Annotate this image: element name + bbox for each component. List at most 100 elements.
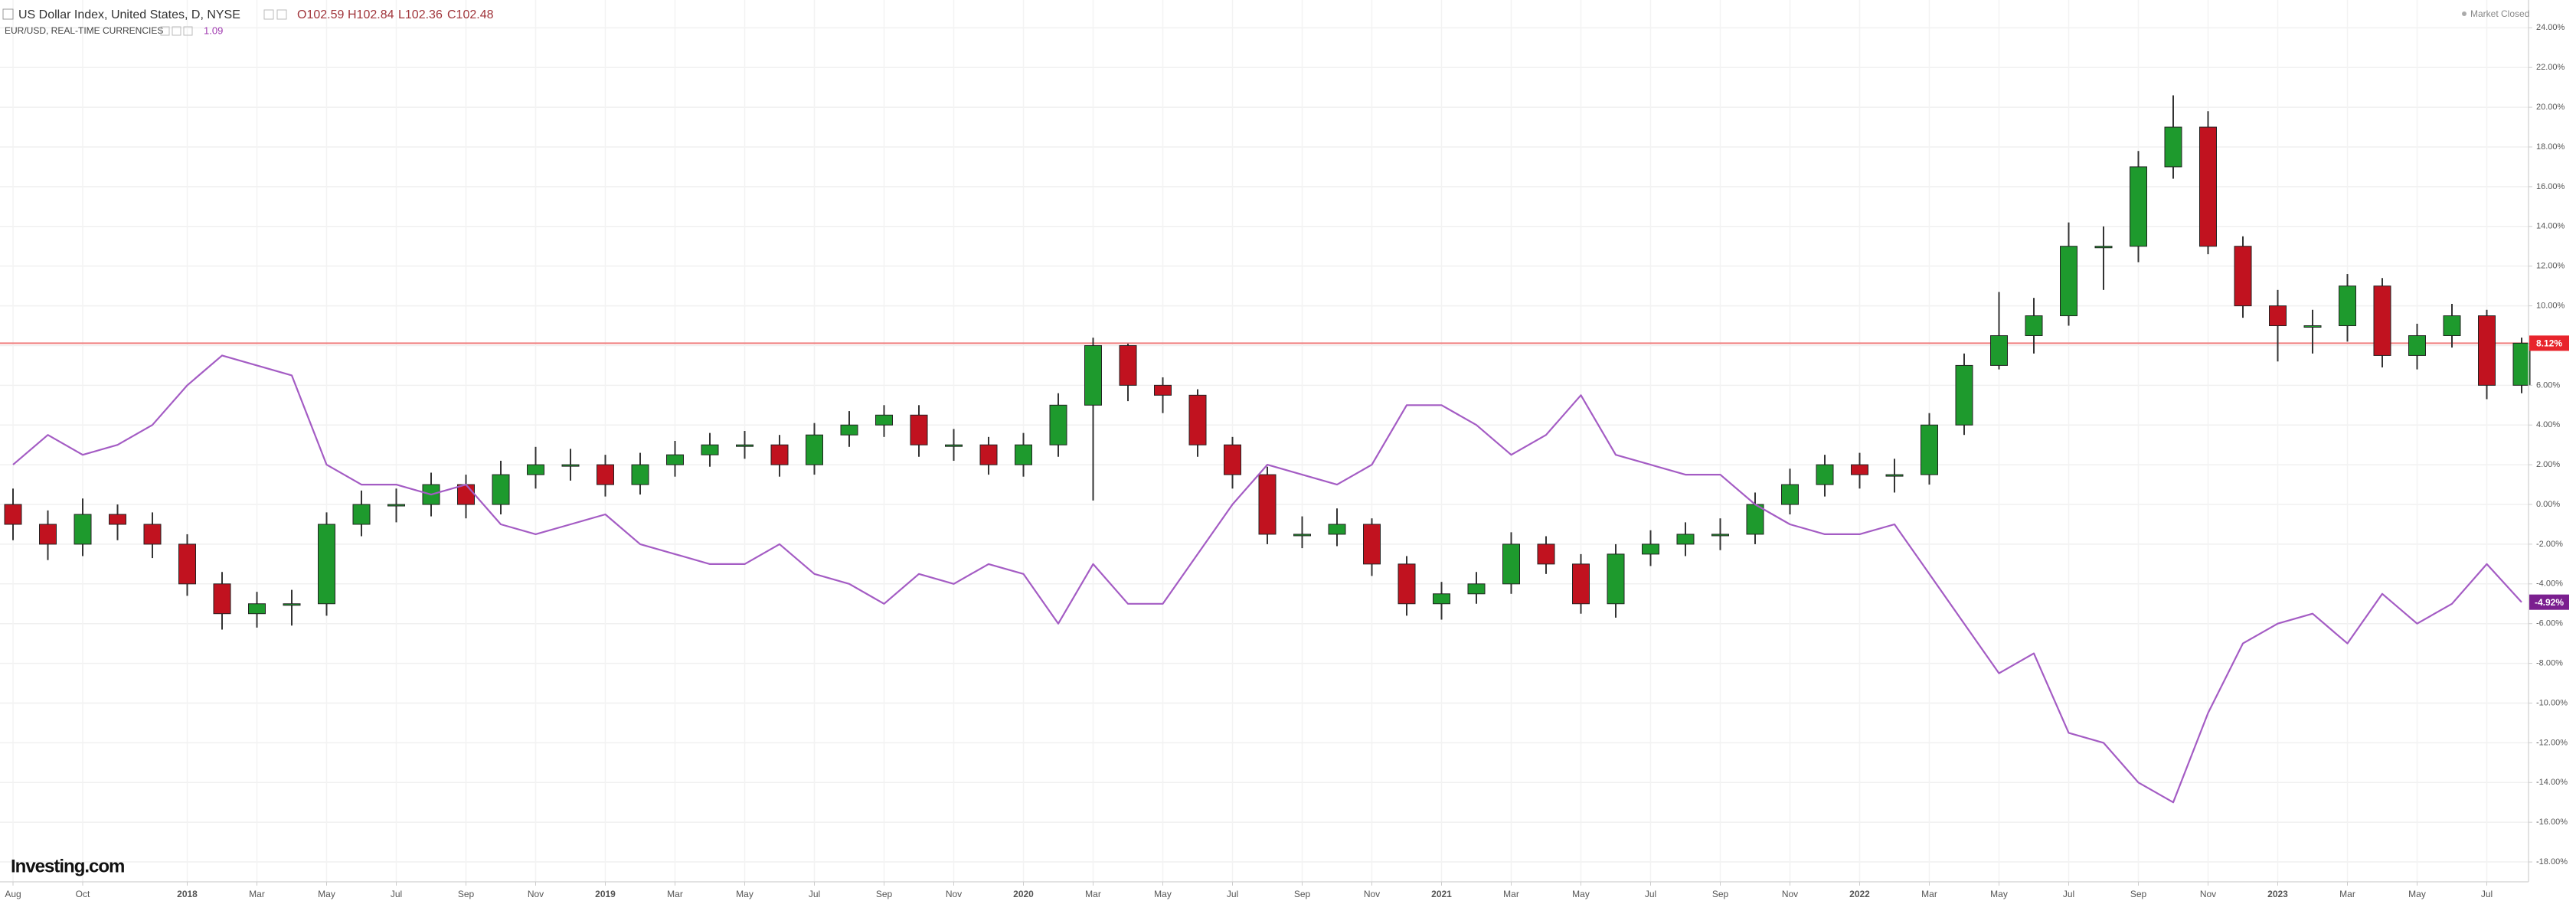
- collapse-icon[interactable]: [2, 8, 14, 20]
- candle-body: [1955, 364, 1973, 426]
- candle-body: [1363, 524, 1381, 565]
- candle-body: [979, 444, 998, 465]
- candle-body: [1398, 563, 1416, 605]
- x-tick-label: Jul: [1227, 889, 1238, 899]
- y-tick-label: -12.00%: [2536, 738, 2568, 747]
- last-value-label: 8.12%: [2536, 338, 2562, 349]
- candle-body: [1607, 553, 1625, 605]
- candle-body: [1851, 464, 1868, 475]
- low-label: L102.36: [398, 8, 443, 21]
- x-tick-label: Sep: [876, 889, 893, 899]
- x-tick-label: Jul: [2063, 889, 2074, 899]
- last-value-box: [2529, 335, 2569, 351]
- candle-body: [1258, 474, 1277, 535]
- candle-body: [1084, 344, 1102, 406]
- candle-body: [1049, 404, 1067, 445]
- y-tick-label: 4.00%: [2536, 420, 2560, 429]
- overlay-icon[interactable]: [160, 26, 170, 36]
- x-tick-label: May: [1990, 889, 2008, 899]
- y-tick-label: -10.00%: [2536, 698, 2568, 707]
- x-tick-label: Jul: [2481, 889, 2493, 899]
- candle-body: [457, 484, 475, 505]
- candle-body: [39, 524, 57, 545]
- overlay-title: EUR/USD, REAL-TIME CURRENCIES: [5, 25, 163, 36]
- last-value-label: -4.92%: [2535, 597, 2564, 608]
- y-tick-label: -8.00%: [2536, 659, 2563, 668]
- candle-body: [213, 583, 231, 615]
- candle-body: [1781, 484, 1799, 505]
- candle-body: [666, 454, 684, 465]
- candle-body: [2130, 166, 2147, 247]
- candle-body: [2025, 315, 2043, 336]
- candle-body: [875, 414, 893, 426]
- y-tick-label: 18.00%: [2536, 142, 2565, 152]
- candle-body: [806, 434, 823, 465]
- candle-body: [1467, 583, 1486, 595]
- x-tick-label: May: [1572, 889, 1590, 899]
- candle-body: [1502, 543, 1520, 585]
- candle-body: [597, 464, 614, 485]
- x-tick-label: May: [736, 889, 754, 899]
- candle-body: [2060, 246, 2077, 317]
- x-tick-label: 2018: [177, 889, 198, 899]
- candle-body: [2303, 325, 2322, 328]
- high-label: H102.84: [348, 8, 394, 21]
- series-title: US Dollar Index, United States, D, NYSE: [18, 8, 240, 21]
- y-tick-label: 12.00%: [2536, 262, 2565, 271]
- x-tick-label: Mar: [1503, 889, 1519, 899]
- candle-body: [527, 464, 544, 475]
- candle-body: [1224, 444, 1241, 475]
- x-tick-label: Aug: [5, 889, 21, 899]
- x-tick-label: Mar: [1921, 889, 1937, 899]
- candle-body: [352, 504, 371, 525]
- overlay-icon[interactable]: [183, 26, 193, 36]
- candle-body: [2443, 315, 2461, 336]
- candle-body: [945, 444, 963, 447]
- candle-body: [1154, 384, 1172, 396]
- x-tick-label: Nov: [2200, 889, 2216, 899]
- x-tick-label: Mar: [1085, 889, 1101, 899]
- candle-body: [109, 514, 126, 525]
- candle-body: [2164, 126, 2182, 168]
- candle-body: [492, 474, 510, 505]
- y-tick-label: -16.00%: [2536, 818, 2568, 827]
- y-tick-label: -6.00%: [2536, 619, 2563, 628]
- y-tick-label: -18.00%: [2536, 857, 2568, 866]
- candle-body: [2373, 286, 2391, 356]
- candle-body: [2478, 315, 2496, 386]
- candle-body: [1433, 593, 1450, 605]
- close-icon[interactable]: [276, 9, 287, 20]
- settings-icon[interactable]: [263, 9, 274, 20]
- y-tick-label: 22.00%: [2536, 63, 2565, 72]
- x-tick-label: Nov: [1782, 889, 1798, 899]
- y-tick-label: 10.00%: [2536, 301, 2565, 310]
- y-tick-label: 20.00%: [2536, 103, 2565, 112]
- candle-body: [2199, 126, 2217, 247]
- candle-body: [283, 603, 301, 606]
- x-tick-label: Mar: [249, 889, 265, 899]
- overlay-icon[interactable]: [172, 26, 181, 36]
- y-tick-label: 14.00%: [2536, 222, 2565, 231]
- candle-body: [1328, 524, 1346, 535]
- open-label: O102.59: [297, 8, 344, 21]
- logo: Investing.com: [11, 856, 124, 876]
- y-tick-label: 16.00%: [2536, 182, 2565, 191]
- candle-body: [1676, 534, 1695, 545]
- candle-body: [736, 444, 754, 447]
- x-tick-label: 2019: [595, 889, 616, 899]
- y-tick-label: 0.00%: [2536, 500, 2560, 509]
- line-series: [12, 354, 2522, 804]
- candle-body: [143, 524, 162, 545]
- candle-body: [2234, 246, 2252, 307]
- candle-body: [4, 504, 22, 525]
- x-tick-label: 2023: [2267, 889, 2288, 899]
- plot: [0, 95, 2531, 804]
- close-label: C102.48: [447, 8, 494, 21]
- candle-body: [248, 603, 266, 615]
- candle-body: [2408, 335, 2426, 356]
- candle-body: [910, 414, 928, 445]
- x-tick-label: 2022: [1849, 889, 1870, 899]
